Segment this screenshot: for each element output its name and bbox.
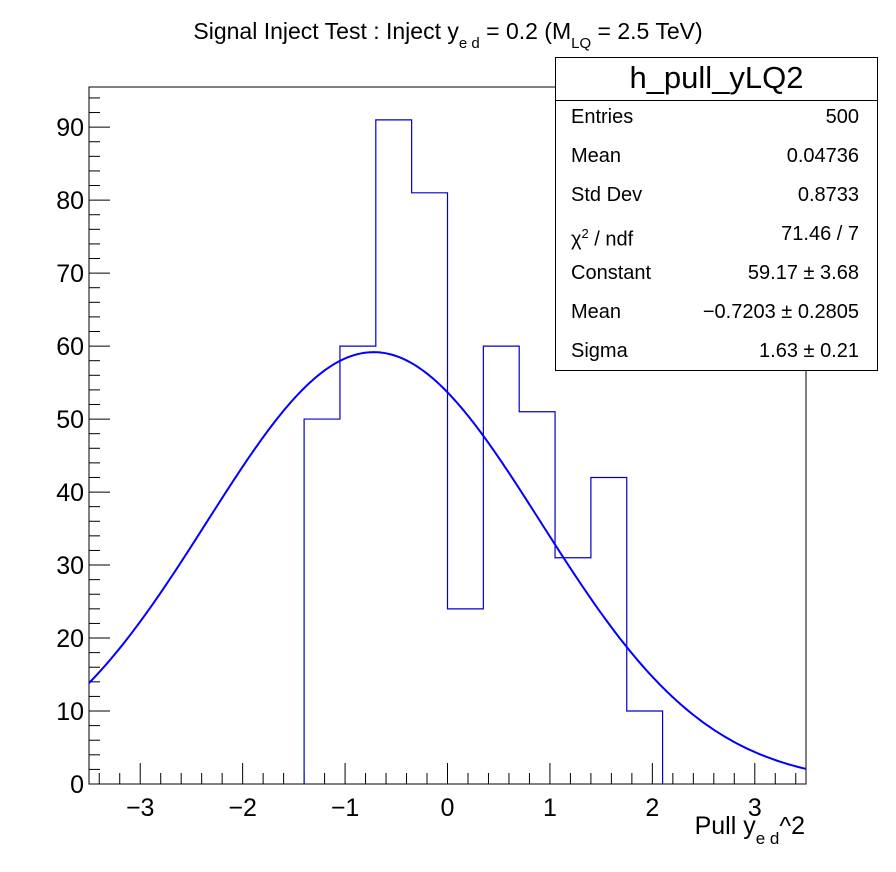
y-tick-label: 80 bbox=[56, 187, 84, 215]
y-tick-label: 50 bbox=[56, 406, 84, 434]
y-tick-label: 20 bbox=[56, 625, 84, 653]
stats-label: Entries bbox=[571, 106, 634, 128]
stats-value: 59.17 ± 3.68 bbox=[747, 262, 859, 284]
y-tick-label: 10 bbox=[56, 698, 84, 726]
stats-row: Entries 500 bbox=[556, 102, 877, 132]
stats-value: 71.46 / 7 bbox=[781, 223, 859, 245]
stats-value: 500 bbox=[825, 106, 859, 128]
stats-value: −0.7203 ± 0.2805 bbox=[702, 301, 859, 323]
x-tick-label: 3 bbox=[748, 794, 762, 822]
stats-value: 0.8733 bbox=[797, 184, 859, 206]
stats-row: Std Dev 0.8733 bbox=[556, 180, 877, 210]
stats-label: Mean bbox=[571, 145, 622, 167]
x-axis-label: Pull ye d^2 bbox=[694, 812, 805, 848]
histogram-bin bbox=[376, 120, 412, 784]
stats-row: Mean −0.7203 ± 0.2805 bbox=[556, 297, 877, 327]
axes bbox=[88, 86, 807, 785]
histogram-bin bbox=[483, 346, 519, 784]
stats-box: h_pull_yLQ2 Entries 500 Mean 0.04736 Std Dev… bbox=[555, 57, 878, 371]
histogram-bin bbox=[627, 711, 663, 784]
y-tick-label: 40 bbox=[56, 479, 84, 507]
stats-label: Std Dev bbox=[571, 184, 643, 206]
stats-value: 1.63 ± 0.21 bbox=[759, 340, 859, 362]
histogram-bin bbox=[591, 477, 627, 784]
x-tick-label: 1 bbox=[543, 794, 557, 822]
x-tick-label: −2 bbox=[228, 794, 257, 822]
y-tick-label: 90 bbox=[56, 114, 84, 142]
histogram-bin bbox=[304, 419, 340, 784]
stats-row: χ2 / ndf 71.46 / 7 bbox=[556, 219, 877, 251]
chart-title: Signal Inject Test : Inject ye d = 0.2 (… bbox=[193, 18, 703, 52]
stats-label: Mean bbox=[571, 301, 622, 323]
x-tick-label: 0 bbox=[441, 794, 455, 822]
y-tick-label: 60 bbox=[56, 333, 84, 361]
histogram-bin bbox=[448, 609, 484, 784]
stats-label: χ2 / ndf bbox=[571, 226, 634, 251]
stats-row: Constant 59.17 ± 3.68 bbox=[556, 258, 877, 288]
y-tick-label: 30 bbox=[56, 552, 84, 580]
stats-row: Mean 0.04736 bbox=[556, 141, 877, 171]
histogram-bin bbox=[412, 193, 448, 784]
fit-curve-group bbox=[88, 351, 807, 770]
y-tick-label: 0 bbox=[70, 771, 84, 799]
histogram-bin bbox=[340, 346, 376, 784]
fit-curve bbox=[88, 351, 807, 770]
histogram-bin bbox=[519, 412, 555, 784]
stats-box-title: h_pull_yLQ2 bbox=[556, 58, 877, 101]
x-tick-label: −1 bbox=[331, 794, 360, 822]
x-tick-label: 2 bbox=[645, 794, 659, 822]
stats-label: Sigma bbox=[571, 340, 628, 362]
stats-label-sup: 2 bbox=[581, 226, 589, 241]
histogram-outline bbox=[303, 119, 664, 784]
stats-label: Constant bbox=[571, 262, 652, 284]
x-tick-label: −3 bbox=[126, 794, 155, 822]
y-tick-label: 70 bbox=[56, 260, 84, 288]
stats-value: 0.04736 bbox=[786, 145, 859, 167]
histogram bbox=[303, 119, 664, 784]
stats-row: Sigma 1.63 ± 0.21 bbox=[556, 336, 877, 366]
